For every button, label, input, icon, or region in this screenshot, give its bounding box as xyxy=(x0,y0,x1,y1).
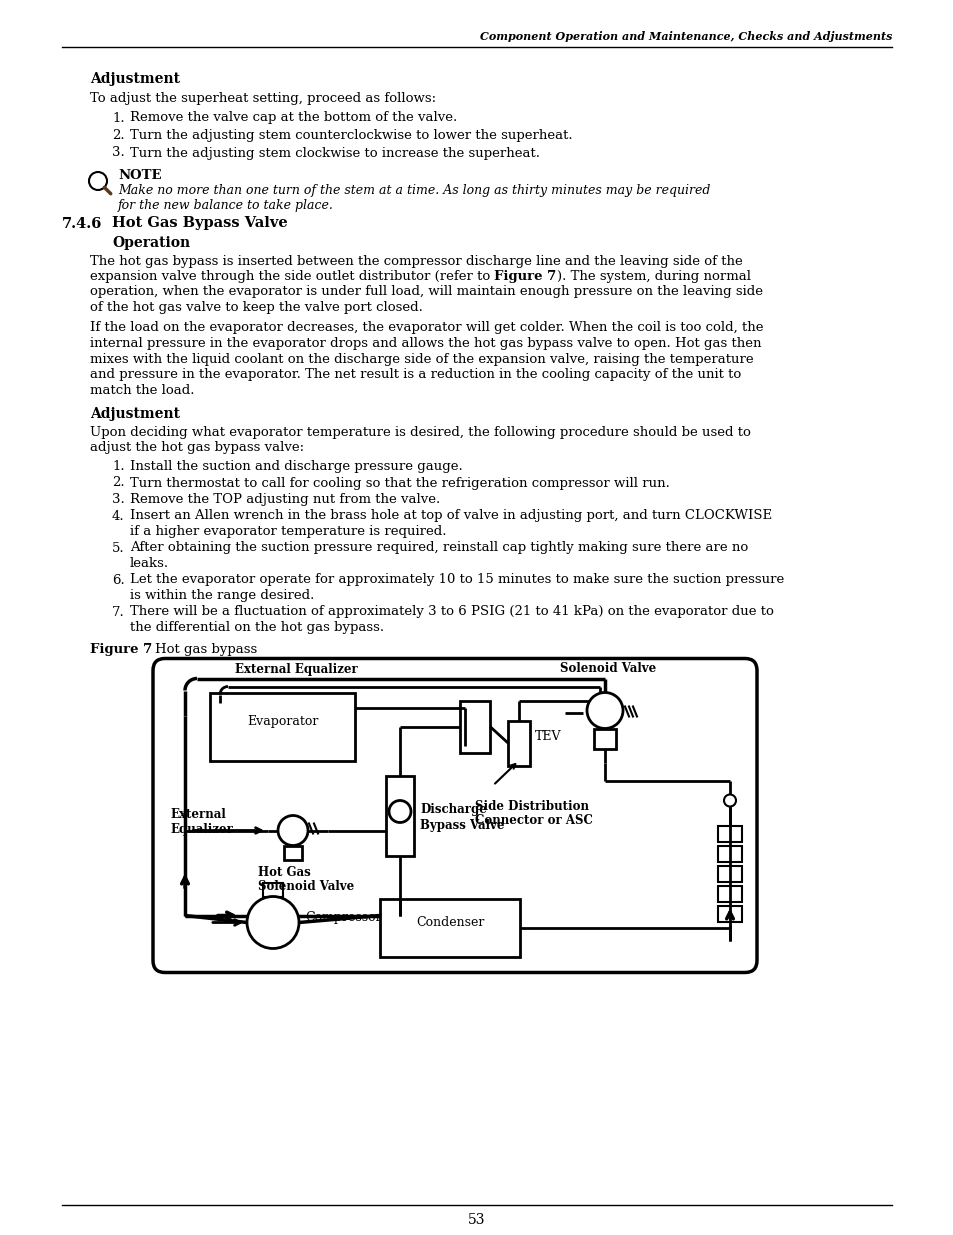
Text: 7.: 7. xyxy=(112,605,125,619)
Text: match the load.: match the load. xyxy=(90,384,194,396)
Text: If the load on the evaporator decreases, the evaporator will get colder. When th: If the load on the evaporator decreases,… xyxy=(90,321,762,335)
Text: Connector or ASC: Connector or ASC xyxy=(475,815,592,827)
Bar xyxy=(263,883,283,897)
Text: 2.: 2. xyxy=(112,128,125,142)
Circle shape xyxy=(723,794,735,806)
Text: NOTE: NOTE xyxy=(118,169,161,182)
Text: Condenser: Condenser xyxy=(416,916,484,929)
Text: After obtaining the suction pressure required, reinstall cap tightly making sure: After obtaining the suction pressure req… xyxy=(130,541,747,555)
Text: Equalizer: Equalizer xyxy=(170,823,233,836)
Circle shape xyxy=(89,172,107,190)
Bar xyxy=(459,700,490,752)
Text: internal pressure in the evaporator drops and allows the hot gas bypass valve to: internal pressure in the evaporator drop… xyxy=(90,337,760,350)
Text: 1.: 1. xyxy=(112,459,125,473)
Text: Turn the adjusting stem clockwise to increase the superheat.: Turn the adjusting stem clockwise to inc… xyxy=(130,147,539,159)
Text: 3.: 3. xyxy=(112,147,125,159)
Text: External Equalizer: External Equalizer xyxy=(234,662,357,676)
Text: 3.: 3. xyxy=(112,493,125,506)
Text: To adjust the superheat setting, proceed as follows:: To adjust the superheat setting, proceed… xyxy=(90,91,436,105)
Text: Operation: Operation xyxy=(112,236,190,251)
Text: Hot gas bypass: Hot gas bypass xyxy=(138,642,257,656)
Text: Turn the adjusting stem counterclockwise to lower the superheat.: Turn the adjusting stem counterclockwise… xyxy=(130,128,572,142)
Circle shape xyxy=(277,815,308,846)
Text: of the hot gas valve to keep the valve port closed.: of the hot gas valve to keep the valve p… xyxy=(90,301,422,314)
Text: Insert an Allen wrench in the brass hole at top of valve in adjusting port, and : Insert an Allen wrench in the brass hole… xyxy=(130,510,771,522)
Text: 4.: 4. xyxy=(112,510,125,522)
Bar xyxy=(210,693,355,761)
Text: ). The system, during normal: ). The system, during normal xyxy=(557,270,750,283)
Text: Compressor: Compressor xyxy=(305,911,381,924)
Circle shape xyxy=(247,897,298,948)
Text: 2.: 2. xyxy=(112,477,125,489)
Text: and pressure in the evaporator. The net result is a reduction in the cooling cap: and pressure in the evaporator. The net … xyxy=(90,368,740,382)
Text: mixes with the liquid coolant on the discharge side of the expansion valve, rais: mixes with the liquid coolant on the dis… xyxy=(90,352,753,366)
Text: 53: 53 xyxy=(468,1213,485,1228)
Text: There will be a fluctuation of approximately 3 to 6 PSIG (21 to 41 kPa) on the e: There will be a fluctuation of approxima… xyxy=(130,605,773,619)
Text: Remove the TOP adjusting nut from the valve.: Remove the TOP adjusting nut from the va… xyxy=(130,493,439,506)
Bar xyxy=(718,866,741,882)
Text: External: External xyxy=(170,809,226,821)
Text: Turn thermostat to call for cooling so that the refrigeration compressor will ru: Turn thermostat to call for cooling so t… xyxy=(130,477,669,489)
Text: Figure 7: Figure 7 xyxy=(494,270,557,283)
Bar xyxy=(507,720,530,766)
Bar xyxy=(718,885,741,902)
Text: 5.: 5. xyxy=(112,541,125,555)
Text: Make no more than one turn of the stem at a time. As long as thirty minutes may : Make no more than one turn of the stem a… xyxy=(118,184,710,198)
Circle shape xyxy=(389,800,411,823)
Text: 7.4.6: 7.4.6 xyxy=(62,216,102,231)
Text: Adjustment: Adjustment xyxy=(90,408,180,421)
Text: expansion valve through the side outlet distributor (refer to: expansion valve through the side outlet … xyxy=(90,270,494,283)
Text: Let the evaporator operate for approximately 10 to 15 minutes to make sure the s: Let the evaporator operate for approxima… xyxy=(130,573,783,587)
Text: Solenoid Valve: Solenoid Valve xyxy=(257,879,354,893)
Text: leaks.: leaks. xyxy=(130,557,169,571)
Text: Side Distribution: Side Distribution xyxy=(475,800,588,814)
Text: Install the suction and discharge pressure gauge.: Install the suction and discharge pressu… xyxy=(130,459,462,473)
Bar xyxy=(594,729,616,748)
Bar xyxy=(379,899,519,956)
Bar xyxy=(718,905,741,921)
Text: 1.: 1. xyxy=(112,111,125,125)
Text: Solenoid Valve: Solenoid Valve xyxy=(559,662,656,676)
Text: adjust the hot gas bypass valve:: adjust the hot gas bypass valve: xyxy=(90,441,304,454)
Bar xyxy=(284,846,302,860)
Text: Component Operation and Maintenance, Checks and Adjustments: Component Operation and Maintenance, Che… xyxy=(479,31,891,42)
Text: Remove the valve cap at the bottom of the valve.: Remove the valve cap at the bottom of th… xyxy=(130,111,456,125)
FancyBboxPatch shape xyxy=(152,658,757,972)
Bar xyxy=(386,776,414,856)
Text: if a higher evaporator temperature is required.: if a higher evaporator temperature is re… xyxy=(130,525,446,538)
Text: operation, when the evaporator is under full load, will maintain enough pressure: operation, when the evaporator is under … xyxy=(90,285,762,299)
Bar xyxy=(718,825,741,841)
Text: is within the range desired.: is within the range desired. xyxy=(130,589,314,601)
Text: Evaporator: Evaporator xyxy=(247,715,318,727)
Text: The hot gas bypass is inserted between the compressor discharge line and the lea: The hot gas bypass is inserted between t… xyxy=(90,254,742,268)
Bar xyxy=(718,846,741,862)
Text: Discharge: Discharge xyxy=(419,804,486,816)
Text: Figure 7: Figure 7 xyxy=(90,642,152,656)
Text: Adjustment: Adjustment xyxy=(90,72,180,86)
Text: Hot Gas: Hot Gas xyxy=(257,866,311,878)
Text: TEV: TEV xyxy=(535,730,561,743)
Text: Upon deciding what evaporator temperature is desired, the following procedure sh: Upon deciding what evaporator temperatur… xyxy=(90,426,750,438)
Text: 6.: 6. xyxy=(112,573,125,587)
Text: for the new balance to take place.: for the new balance to take place. xyxy=(118,199,334,211)
Text: Bypass Valve: Bypass Valve xyxy=(419,819,504,831)
Text: Hot Gas Bypass Valve: Hot Gas Bypass Valve xyxy=(112,216,288,231)
Circle shape xyxy=(586,693,622,729)
Text: the differential on the hot gas bypass.: the differential on the hot gas bypass. xyxy=(130,621,384,634)
